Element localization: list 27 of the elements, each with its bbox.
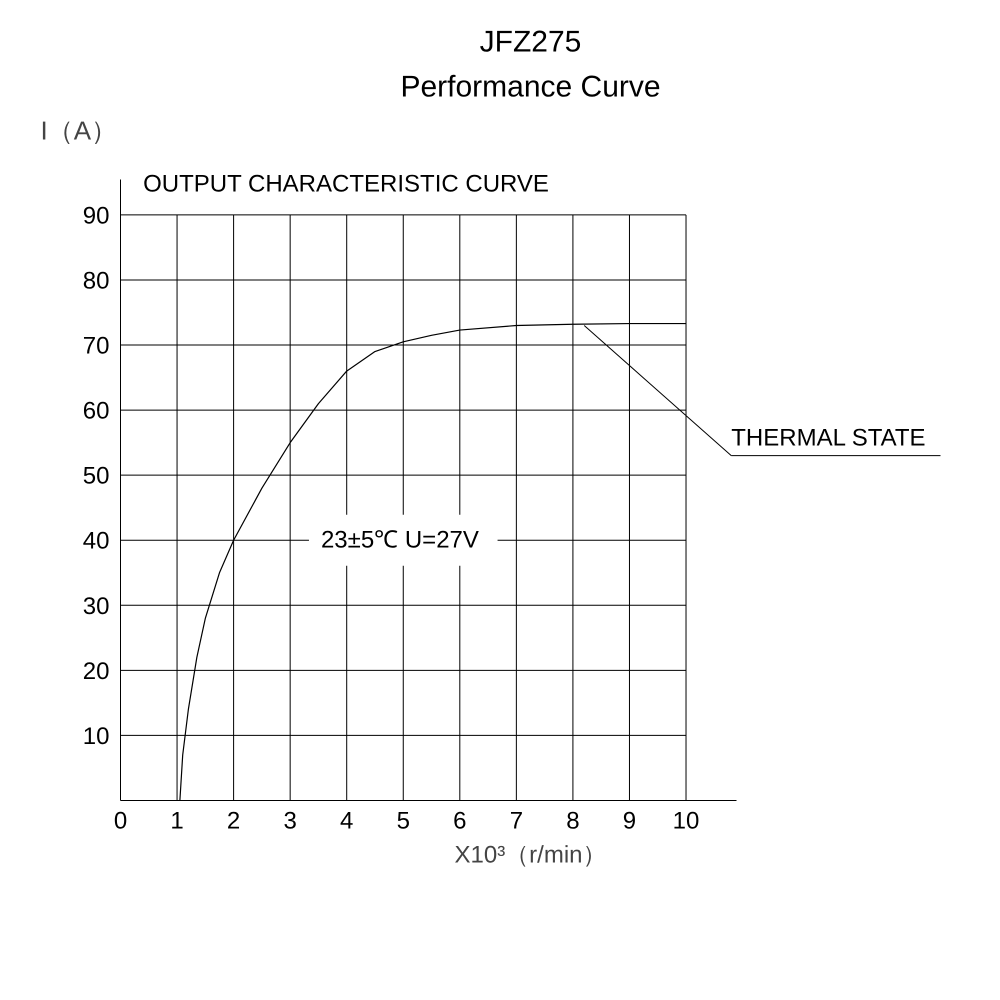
annotation: 23±5℃ U=27V [320, 526, 479, 554]
text: OUTPUT CHARACTERISTIC CURVE [143, 170, 549, 198]
x-tick-label: 4 [340, 808, 354, 834]
x-tick-label: 0 [114, 808, 128, 834]
y-tick-label: 50 [82, 462, 110, 490]
y-tick-label: 80 [82, 267, 110, 294]
x-tick-label: 8 [566, 808, 580, 834]
y-tick-label: 30 [82, 592, 110, 620]
y-tick-label: 10 [82, 722, 110, 750]
x-tick-label: 1 [170, 808, 184, 834]
y-tick-label: 90 [82, 202, 110, 230]
y-axis-title: I（A） [40, 116, 118, 146]
y-tick-label: 70 [82, 332, 110, 360]
x-tick-label: 2 [226, 808, 240, 834]
chart-title: JFZ275 [480, 26, 582, 58]
y-tick-label: 60 [82, 398, 110, 425]
y-tick-label: 40 [82, 528, 110, 555]
x-tick-label: 5 [396, 808, 410, 834]
x-tick-label: 7 [510, 808, 524, 834]
annotation: THERMAL STATE [731, 424, 926, 452]
x-tick-label: 3 [283, 808, 297, 834]
y-tick-label: 20 [82, 658, 110, 685]
chart-subtitle: Performance Curve [400, 70, 661, 104]
x-tick-label: 10 [672, 808, 700, 834]
x-axis-title: X10³（r/min） [454, 842, 607, 868]
x-tick-label: 9 [622, 808, 636, 834]
x-tick-label: 6 [453, 808, 466, 834]
